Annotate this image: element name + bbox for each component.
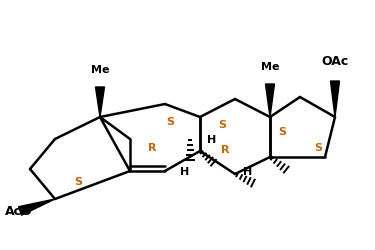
Text: R: R [148, 142, 156, 152]
Text: H: H [180, 166, 190, 176]
Text: R: R [221, 144, 229, 154]
Text: S: S [218, 120, 226, 130]
Text: S: S [278, 126, 286, 136]
Text: OAc: OAc [321, 55, 349, 68]
Text: H: H [243, 166, 253, 176]
Polygon shape [266, 85, 274, 117]
Text: S: S [166, 116, 174, 126]
Text: S: S [314, 142, 322, 152]
Text: H: H [207, 134, 217, 144]
Polygon shape [96, 88, 105, 118]
Polygon shape [330, 82, 339, 118]
Text: Me: Me [261, 62, 279, 72]
Text: S: S [74, 176, 82, 186]
Text: Me: Me [91, 65, 109, 75]
Polygon shape [18, 199, 55, 216]
Text: AcO: AcO [5, 205, 33, 218]
